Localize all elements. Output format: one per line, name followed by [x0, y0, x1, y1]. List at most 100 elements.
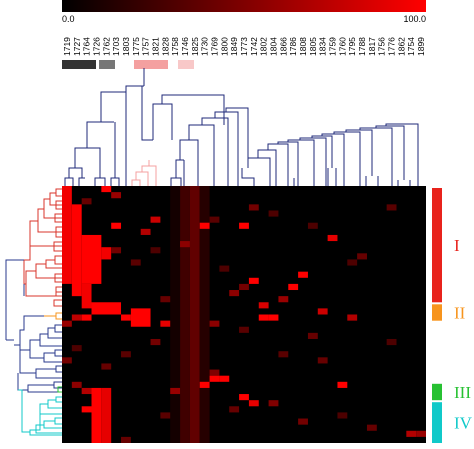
group-bar-1 — [62, 60, 96, 69]
heatmap-cell — [101, 363, 112, 370]
heatmap-cell — [160, 296, 171, 303]
column-label: 1764 — [82, 37, 92, 56]
heatmap-cell — [366, 424, 377, 431]
heatmap-cell — [229, 406, 240, 413]
heatmap-cell — [160, 412, 171, 419]
column-label: 1703 — [111, 37, 121, 56]
heatmap-cell — [268, 210, 279, 217]
heatmap-cell — [180, 241, 190, 248]
column-label: 1730 — [200, 37, 210, 56]
column-labels: 1719 1727 1764 1726 1762 1703 1803 1775 1757 1821… — [62, 37, 426, 56]
heatmap-cell — [111, 247, 122, 254]
heatmap-cell — [327, 234, 338, 242]
column-label: 1821 — [151, 37, 161, 56]
heatmap-cell — [239, 283, 249, 291]
column-label: 1804 — [269, 37, 279, 56]
column-label: 1746 — [180, 37, 190, 56]
heatmap-cell — [219, 265, 230, 272]
heatmap-cell — [386, 338, 397, 346]
column-label: 1769 — [210, 37, 220, 56]
heatmap-cell — [278, 351, 289, 358]
column-label: 1762 — [101, 37, 111, 56]
heatmap-block — [71, 204, 82, 297]
heatmap-cell — [71, 381, 82, 388]
group-bar-3 — [134, 60, 168, 69]
column-label: 1758 — [170, 37, 180, 56]
heatmap-block — [81, 283, 92, 309]
group-bar-2 — [99, 60, 115, 69]
column-label: 1805 — [308, 37, 318, 56]
heatmap-block — [101, 387, 112, 443]
heatmap-cell — [121, 436, 131, 443]
heatmap-block — [130, 308, 151, 327]
heatmap-cell — [130, 259, 141, 266]
column-label: 1776 — [387, 37, 397, 56]
heatmap-block — [101, 247, 112, 260]
column-label: 1760 — [337, 37, 347, 56]
column-label: 1849 — [229, 37, 239, 56]
heatmap-cell — [239, 394, 249, 401]
heatmap-cell — [81, 387, 92, 395]
heatmap-cell — [150, 338, 161, 346]
heatmap-cell — [209, 320, 220, 327]
heatmap-cell — [111, 192, 122, 199]
column-label: 1795 — [347, 37, 357, 56]
column-label: 1726 — [91, 37, 101, 56]
heatmap-block — [91, 387, 102, 443]
column-label: 1834 — [318, 37, 328, 56]
column-label: 1719 — [62, 37, 72, 56]
column-label: 1788 — [357, 37, 367, 56]
cluster-bar-II — [432, 304, 442, 321]
heatmap-block — [81, 234, 102, 284]
heatmap-cell — [317, 308, 328, 315]
cluster-bar-I — [432, 188, 442, 303]
heatmap-cell — [81, 314, 92, 321]
column-label: 1866 — [278, 37, 288, 56]
column-label: 1742 — [249, 37, 259, 56]
column-label: 1862 — [396, 37, 406, 56]
column-label: 1899 — [416, 37, 426, 56]
heatmap-cell — [268, 314, 279, 321]
heatmap-cell — [288, 283, 299, 291]
heatmap-cell — [337, 412, 348, 419]
heatmap-cell — [317, 357, 328, 364]
column-label: 1757 — [141, 37, 151, 56]
column-dendrogram — [64, 68, 419, 186]
heatmap-cell — [209, 369, 220, 376]
heatmap-cell — [150, 216, 161, 223]
column-label: 1817 — [367, 37, 377, 56]
column-label: 1825 — [190, 37, 200, 56]
column-label: 1786 — [288, 37, 298, 56]
column-label: 1756 — [377, 37, 387, 56]
column-label: 1775 — [131, 37, 141, 56]
heatmap-cell — [71, 345, 82, 352]
heatmap-cell — [337, 381, 348, 388]
heatmap-cell — [298, 418, 308, 425]
heatmap-grid — [62, 186, 426, 443]
group-bar-4 — [178, 60, 194, 69]
cluster-label: I — [454, 236, 460, 255]
heatmap-block — [199, 186, 210, 443]
heatmap-cell — [140, 228, 151, 235]
heatmap-cell — [81, 406, 92, 413]
pink-subtree — [131, 160, 157, 186]
heatmap-block — [91, 302, 122, 315]
column-label: 1803 — [121, 37, 131, 56]
heatmap-cell — [406, 430, 417, 437]
heatmap-cell — [307, 332, 318, 339]
heatmap-cell — [111, 222, 122, 229]
heatmap-cell — [160, 320, 171, 327]
heatmap-cell — [209, 375, 220, 382]
heatmap-cell — [170, 387, 181, 395]
heatmap-cell — [298, 271, 308, 278]
heatmap-cell — [150, 247, 161, 254]
heatmap-cell — [219, 375, 230, 382]
heatmap-cell — [62, 320, 72, 327]
heatmap-cell — [229, 290, 240, 297]
heatmap-cell — [258, 302, 269, 309]
color-scale-bar — [62, 0, 426, 12]
cluster-bar-III — [432, 383, 442, 401]
heatmap-block — [170, 186, 181, 443]
heatmap-cell — [248, 277, 259, 284]
